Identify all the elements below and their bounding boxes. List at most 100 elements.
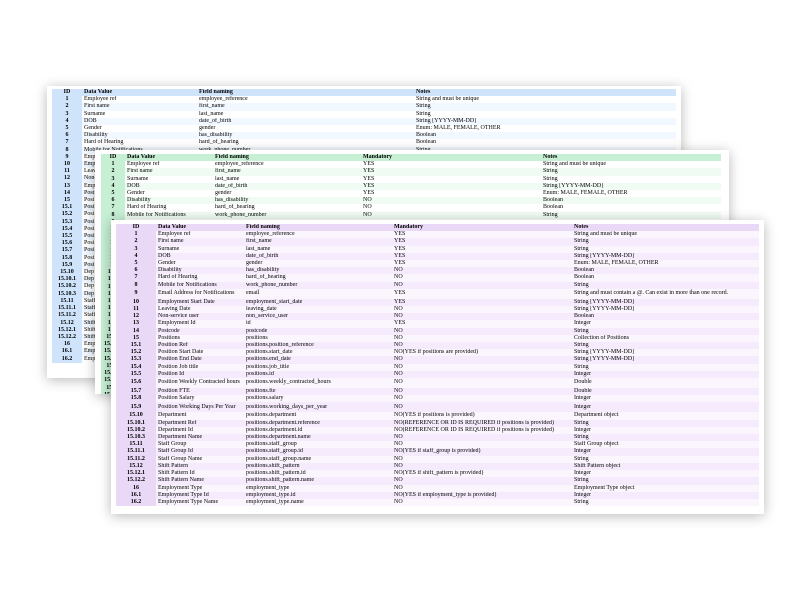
cell-id: 10 <box>52 161 82 169</box>
cell-notes: Integer <box>572 395 759 403</box>
cell-value: Emp <box>84 341 96 348</box>
cell-id: 2 <box>116 238 156 246</box>
cell-field: employee_reference <box>244 231 392 239</box>
cell-id: 16.1 <box>116 491 156 499</box>
table-row: 15.10 Department positions.department NO(YE… <box>116 412 759 420</box>
table-row: 14 Postcode postcode NO String <box>116 327 759 335</box>
table-row: 15.2 Position Start Date positions.start_d… <box>116 349 759 357</box>
cell-field: first_name <box>197 103 414 111</box>
cell-field: positions.staff_group.id <box>244 448 392 456</box>
cell-id: 16 <box>52 341 82 349</box>
cell-id: 9 <box>116 288 156 299</box>
cell-value: Employee ref <box>156 231 244 239</box>
cell-field: hard_of_hearing <box>215 204 255 211</box>
cell-field: positions.working_days_per_year <box>244 402 392 413</box>
cell-id: 7 <box>52 139 82 147</box>
table-row: 16 Emp <box>52 341 676 349</box>
cell-field: date_of_birth <box>213 182 361 191</box>
cell-value: Dep <box>84 283 94 290</box>
cell-id: 15.4 <box>116 363 156 371</box>
cell-id: 4 <box>116 252 156 261</box>
cell-mandatory: YES <box>392 288 572 299</box>
cell-value: Gender <box>156 260 244 268</box>
table-row: 4 DOB date_of_birth String [YYYY-MM-DD] <box>52 117 676 126</box>
cell-field: positions.shift_pattern.id <box>244 470 392 478</box>
cell-mandatory: NO <box>392 306 572 314</box>
cell-mandatory: NO <box>392 395 572 403</box>
cell-notes: String <box>416 110 431 117</box>
cell-field: email <box>244 288 392 299</box>
cell-id: 15.10.2 <box>116 426 156 435</box>
cell-field: has_disability <box>197 132 414 140</box>
cell-notes: Employment Type object <box>572 484 759 492</box>
cell-id: 2 <box>101 168 125 176</box>
cell-value: First name <box>82 103 197 111</box>
table-row: 7 Hard of Hearing hard_of_hearing Boolean <box>52 139 676 147</box>
cell-id: 3 <box>116 245 156 253</box>
cell-notes: String and must contain a @. Can exist i… <box>572 288 759 299</box>
cell-mandatory: NO <box>392 363 572 371</box>
cell-value: Position Start Date <box>156 349 244 357</box>
cell-notes: String <box>572 498 759 507</box>
cell-notes: Department object <box>572 412 759 420</box>
cell-notes: String <box>541 211 721 219</box>
cell-field: employment_start_date <box>244 298 392 307</box>
table-row: 5 Gender gender YES Enum: MALE, FEMALE, OTHE… <box>116 260 759 268</box>
table-row: 15.11.2 Staff <box>52 312 676 320</box>
table-row: 11 Leav <box>52 168 676 176</box>
cell-notes: Staff Group object <box>572 441 759 449</box>
cell-mandatory: NO <box>392 484 572 492</box>
cell-id: 13 <box>52 182 82 190</box>
column-header: ID <box>52 89 82 97</box>
table-row: 7 Hard of Hearing hard_of_hearing NO Boolean <box>116 274 759 282</box>
cell-id: 3 <box>52 110 82 118</box>
cell-field: positions.department.name <box>244 434 392 442</box>
cell-notes: String <box>572 238 759 246</box>
table-row: 6 Disability has_disability NO Boolean <box>101 197 721 205</box>
cell-value: Surname <box>156 245 244 253</box>
cell-mandatory: NO <box>392 378 572 389</box>
cell-notes: Boolean <box>543 204 563 211</box>
cell-value: Employment Start Date <box>156 298 244 307</box>
cell-notes: String <box>572 245 759 253</box>
cell-id: 15.8 <box>52 254 82 262</box>
cell-value: Email Address for Notifications <box>156 288 244 299</box>
table-row: 13 Emp <box>52 182 676 190</box>
cell-notes: Shift Pattern object <box>572 462 759 471</box>
table-row: 15.11.1 Staff Group Id positions.staff_gro… <box>116 448 759 456</box>
cell-mandatory: YES <box>392 238 572 246</box>
cell-id: 15.11.2 <box>52 312 82 320</box>
cell-mandatory: NO(REFERENCE OR ID IS REQUIRED if positi… <box>392 426 572 435</box>
cell-field: work_phone_number <box>244 281 392 289</box>
cell-field: hard_of_hearing <box>244 274 392 282</box>
cell-id: 14 <box>116 327 156 335</box>
cell-notes: Integer <box>572 470 759 478</box>
cell-value: Mobile for Notifications <box>125 211 213 219</box>
cell-notes: Integer <box>572 491 759 499</box>
cell-field: last_name <box>199 110 224 117</box>
table-row: 15.4 Position Job title positions.job_titl… <box>116 363 759 371</box>
cell-field: positions.position_reference <box>244 342 392 350</box>
cell-value: Employment Type Id <box>156 491 244 499</box>
cell-id: 16.1 <box>52 348 82 356</box>
cell-field: hard_of_hearing <box>199 139 239 146</box>
table-row: 15.12.2 Shift Pattern Name positions.shift… <box>116 477 759 485</box>
cell-notes: Integer <box>572 370 759 379</box>
cell-id: 16 <box>116 484 156 492</box>
table-row: 13 Employment Id id YES Integer <box>116 320 759 328</box>
cell-value: Staff Group <box>156 441 244 449</box>
column-header: Mandatory <box>361 154 541 162</box>
column-header: Mandatory <box>392 224 572 232</box>
cell-id: 12 <box>116 313 156 321</box>
cell-value: Staff <box>84 297 96 304</box>
table-row: 3 Surname last_name YES String <box>116 245 759 253</box>
cell-value: Posi <box>84 254 95 261</box>
cell-notes: Boolean <box>416 139 436 146</box>
cell-id: 5 <box>52 125 82 133</box>
cell-id: 15.1 <box>52 204 82 212</box>
cell-mandatory: YES <box>392 320 572 328</box>
purple-field-table: ID Data Value Field naming Mandatory Notes 1… <box>116 224 759 507</box>
cell-id: 15.9 <box>52 261 82 270</box>
cell-value: Disability <box>156 267 244 275</box>
cell-value: Surname <box>84 110 106 117</box>
